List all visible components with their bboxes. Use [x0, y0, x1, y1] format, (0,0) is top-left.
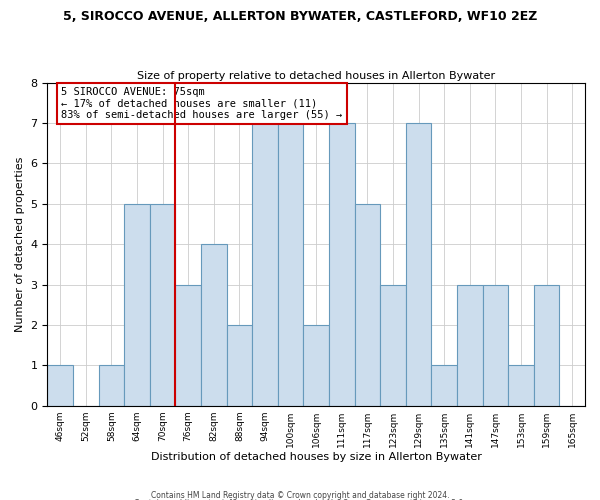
Bar [252, 123, 278, 406]
Text: 5, SIROCCO AVENUE, ALLERTON BYWATER, CASTLEFORD, WF10 2EZ: 5, SIROCCO AVENUE, ALLERTON BYWATER, CAS… [63, 10, 537, 23]
Bar [457, 284, 482, 406]
Bar [201, 244, 227, 406]
Bar [124, 204, 150, 406]
Bar [355, 204, 380, 406]
Bar [482, 284, 508, 406]
Bar [406, 123, 431, 406]
Bar [150, 204, 175, 406]
Bar [431, 366, 457, 406]
X-axis label: Distribution of detached houses by size in Allerton Bywater: Distribution of detached houses by size … [151, 452, 482, 462]
Bar [98, 366, 124, 406]
Text: Contains HM Land Registry data © Crown copyright and database right 2024.: Contains HM Land Registry data © Crown c… [151, 490, 449, 500]
Bar [304, 325, 329, 406]
Title: Size of property relative to detached houses in Allerton Bywater: Size of property relative to detached ho… [137, 70, 495, 81]
Bar [175, 284, 201, 406]
Bar [534, 284, 559, 406]
Text: 5 SIROCCO AVENUE: 75sqm
← 17% of detached houses are smaller (11)
83% of semi-de: 5 SIROCCO AVENUE: 75sqm ← 17% of detache… [61, 86, 343, 120]
Y-axis label: Number of detached properties: Number of detached properties [15, 156, 25, 332]
Bar [329, 123, 355, 406]
Bar [227, 325, 252, 406]
Bar [508, 366, 534, 406]
Bar [380, 284, 406, 406]
Bar [278, 123, 304, 406]
Bar [47, 366, 73, 406]
